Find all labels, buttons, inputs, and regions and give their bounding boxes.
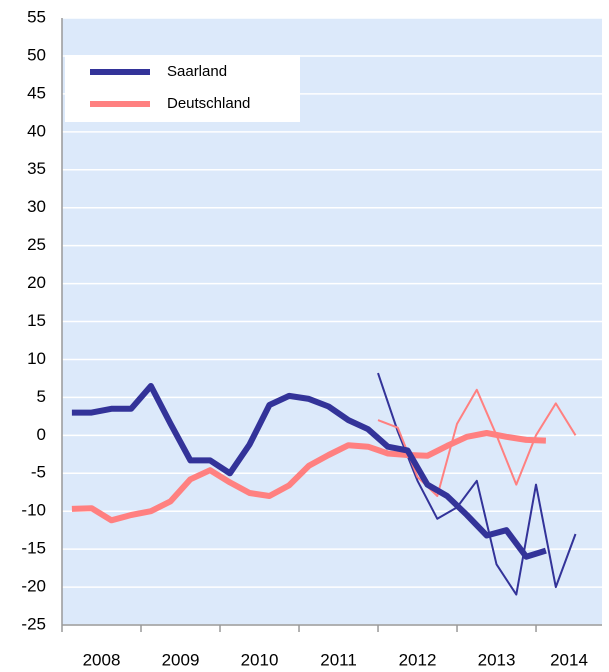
y-tick-label: 50 (27, 45, 46, 64)
y-tick-label: 20 (27, 273, 46, 292)
y-tick-label: -25 (21, 614, 46, 633)
y-tick-label: -20 (21, 577, 46, 596)
y-tick-label: 45 (27, 83, 46, 102)
y-tick-label: -15 (21, 539, 46, 558)
x-tick-label: 2013 (478, 650, 516, 669)
x-tick-label: 2009 (162, 650, 200, 669)
x-tick-label: 2011 (320, 650, 357, 669)
legend-label: Saarland (167, 63, 227, 80)
y-tick-label: -10 (21, 501, 46, 520)
x-tick-label: 2010 (241, 650, 279, 669)
series-line (71, 430, 547, 524)
legend-label: Deutschland (167, 95, 250, 112)
y-tick-label: 15 (27, 311, 46, 330)
x-tick-label: 2012 (399, 650, 437, 669)
legend-box (65, 55, 300, 122)
y-tick-label: 30 (27, 197, 46, 216)
series-line (377, 372, 577, 596)
y-tick-label: 55 (27, 7, 46, 26)
y-tick-label: -5 (31, 463, 46, 482)
y-tick-label: 5 (37, 387, 46, 406)
y-tick-label: 40 (27, 121, 46, 140)
y-tick-label: 0 (37, 425, 46, 444)
y-tick-label: 35 (27, 159, 46, 178)
y-tick-label: 10 (27, 349, 46, 368)
series-line (71, 383, 547, 560)
x-tick-label: 2008 (83, 650, 121, 669)
x-tick-label: 2014 (550, 650, 588, 669)
y-tick-label: 25 (27, 235, 46, 254)
